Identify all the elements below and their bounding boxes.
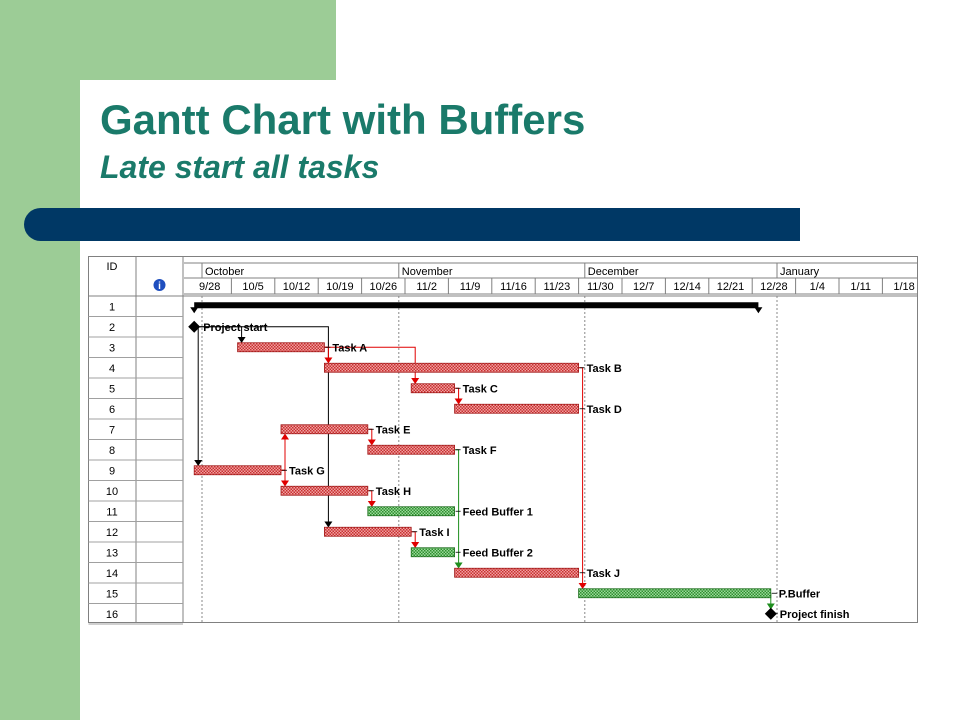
task-label: Task A	[332, 342, 367, 354]
task-bar	[237, 342, 325, 353]
task-label: Task D	[587, 404, 622, 416]
dependency-arrowhead	[324, 521, 333, 528]
row-id: 8	[109, 445, 115, 457]
dependency-arrowhead	[411, 542, 420, 548]
task-label: Task H	[376, 486, 411, 498]
task-label: Task J	[587, 568, 620, 580]
task-bar	[367, 444, 455, 455]
dependency-arrowhead	[281, 480, 289, 487]
task-label: Task F	[463, 445, 497, 457]
dependency-arrowhead	[324, 357, 333, 364]
week-tick-label: 11/9	[460, 281, 481, 293]
dependency-arrowhead	[194, 460, 203, 466]
slide-title: Gantt Chart with Buffers	[100, 96, 586, 143]
week-tick-label: 11/2	[416, 281, 437, 293]
week-tick-label: 12/14	[673, 281, 701, 293]
dependency-arrowhead	[578, 583, 587, 589]
week-tick-label: 10/26	[370, 281, 398, 293]
row-id: 10	[106, 486, 118, 498]
buffer-bar	[578, 588, 772, 599]
row-id: 16	[106, 609, 118, 621]
decor-navy-bar	[24, 208, 800, 241]
task-bar	[280, 485, 369, 496]
dependency-arrowhead	[367, 501, 376, 507]
month-label: November	[402, 266, 453, 278]
week-tick-label: 1/18	[893, 281, 914, 293]
week-tick-label: 1/11	[850, 281, 871, 293]
milestone-label: Project finish	[780, 609, 850, 621]
week-tick-label: 10/12	[283, 281, 311, 293]
summary-bar-cap	[754, 307, 763, 314]
row-id: 15	[106, 589, 118, 601]
row-id: 5	[109, 384, 115, 396]
week-tick-label: 12/28	[760, 281, 788, 293]
id-column-header: ID	[107, 261, 118, 273]
week-tick-label: 11/23	[544, 281, 571, 293]
task-label: Task G	[289, 465, 325, 477]
row-id: 7	[109, 425, 115, 437]
week-tick-label: 10/19	[326, 281, 354, 293]
week-tick-label: 12/7	[633, 281, 654, 293]
slide-subtitle: Late start all tasks	[100, 149, 380, 185]
task-label: Task I	[419, 527, 449, 539]
row-id: 6	[109, 404, 115, 416]
task-label: Task B	[587, 363, 622, 375]
task-label: Task C	[463, 383, 498, 395]
row-id: 11	[106, 507, 117, 519]
task-bar	[410, 383, 456, 394]
dependency-arrowhead	[237, 337, 246, 343]
info-icon-circle	[153, 279, 166, 291]
week-tick-label: 12/21	[717, 281, 745, 293]
week-tick-label: 1/4	[810, 281, 825, 293]
dependency-link	[200, 326, 329, 523]
buffer-bar	[367, 506, 455, 517]
row-id: 13	[106, 548, 118, 560]
row-id: 14	[106, 568, 118, 580]
task-bar	[193, 465, 282, 476]
buffer-label: Feed Buffer 2	[463, 547, 533, 559]
task-label: Task E	[376, 424, 411, 436]
gantt-frame	[88, 256, 918, 623]
row-id: 3	[109, 343, 115, 355]
row-id: 1	[109, 302, 115, 314]
milestone-diamond	[188, 320, 201, 333]
row-id: 12	[106, 527, 118, 539]
week-tick-label: 11/30	[587, 281, 614, 293]
dependency-arrowhead	[454, 562, 463, 569]
month-label: October	[205, 266, 244, 278]
buffer-label: Feed Buffer 1	[463, 506, 533, 518]
task-bar	[454, 403, 580, 414]
buffer-label: P.Buffer	[779, 588, 821, 600]
summary-bar-cap	[190, 307, 199, 314]
task-bar	[323, 362, 579, 373]
week-tick-label: 11/16	[500, 281, 527, 293]
task-bar	[280, 424, 369, 435]
summary-bar	[194, 302, 759, 309]
buffer-bar	[410, 547, 456, 558]
task-bar	[323, 526, 412, 537]
row-id: 9	[109, 466, 115, 478]
month-label: December	[588, 266, 639, 278]
gantt-chart: ID i October November December January 9/28 10/…	[88, 256, 920, 631]
dependency-arrowhead	[411, 378, 420, 384]
dependency-arrowhead	[367, 439, 376, 446]
decor-green-left-band	[0, 0, 80, 720]
week-tick-label: 10/5	[242, 281, 263, 293]
dependency-arrowhead	[454, 398, 463, 405]
info-icon: i	[153, 279, 166, 292]
week-tick-label: 9/28	[199, 281, 220, 293]
milestone-diamond	[764, 607, 777, 620]
row-id: 4	[109, 363, 115, 375]
month-label: January	[780, 266, 820, 278]
info-icon-glyph: i	[158, 281, 161, 292]
dependency-arrowhead	[766, 603, 775, 610]
dependency-arrowhead	[281, 433, 289, 440]
row-id: 2	[109, 322, 115, 334]
task-bar	[454, 567, 580, 578]
milestone-label: Project start	[203, 322, 268, 334]
